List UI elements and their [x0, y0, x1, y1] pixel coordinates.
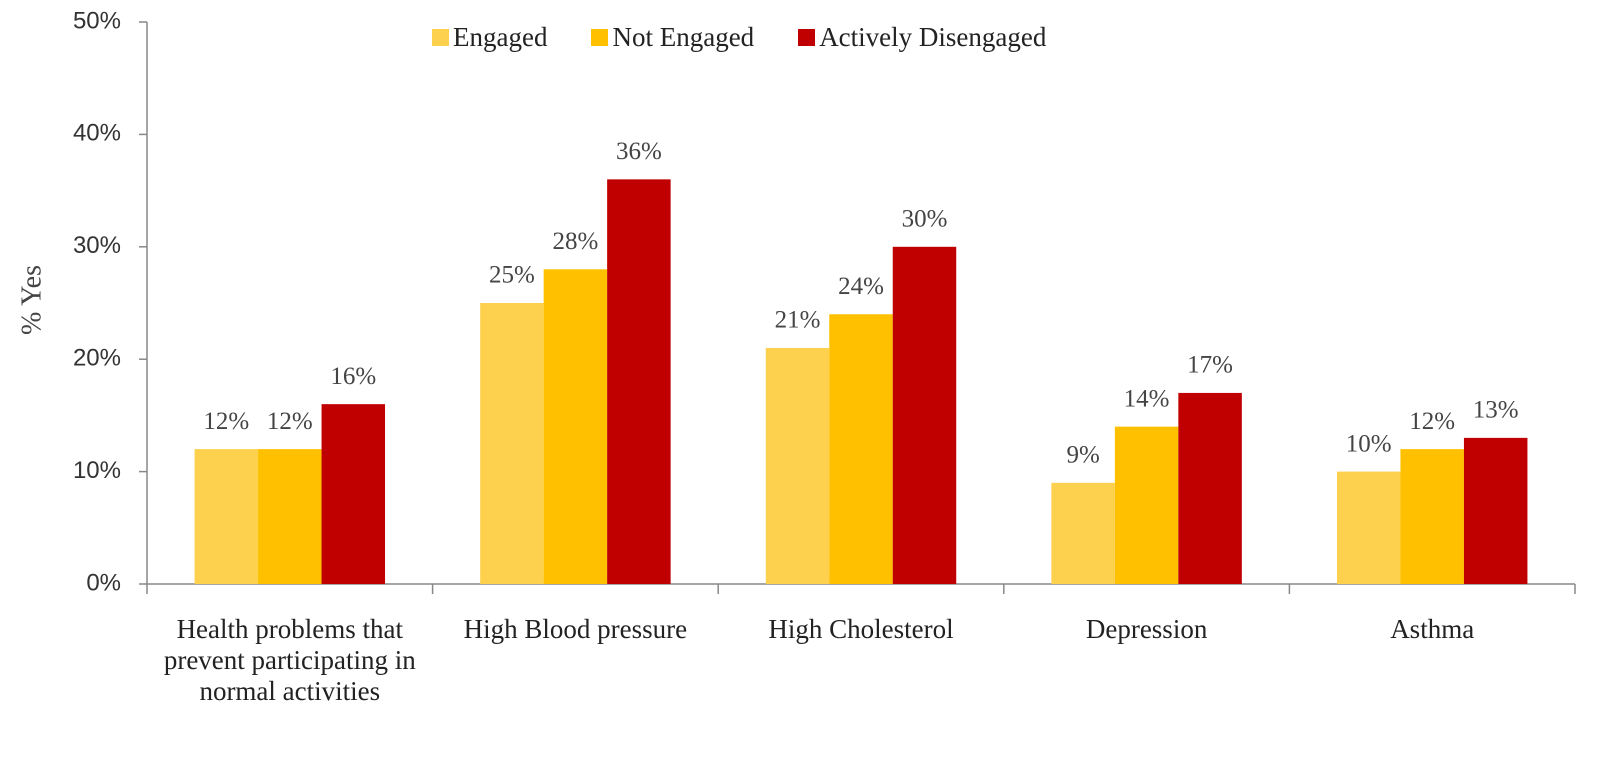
data-label: 16%: [330, 363, 376, 390]
bar: [1463, 437, 1528, 584]
y-tick-label: 10%: [73, 457, 121, 484]
bar: [829, 314, 893, 584]
data-label: 17%: [1187, 352, 1233, 379]
data-label: 12%: [203, 408, 249, 435]
bar: [258, 449, 322, 584]
data-label: 25%: [489, 262, 535, 289]
bar: [1178, 392, 1242, 584]
bar: [480, 303, 544, 584]
legend-swatch: [432, 29, 449, 46]
bar: [1336, 471, 1401, 584]
legend-item: Actively Disengaged: [798, 22, 1046, 53]
bar: [1051, 482, 1115, 584]
data-label: 13%: [1473, 397, 1519, 424]
y-tick-label: 50%: [73, 7, 121, 34]
bar: [892, 246, 957, 585]
bar: [1400, 449, 1464, 584]
legend-item: Not Engaged: [591, 22, 754, 53]
x-tick-label: High Blood pressure: [463, 614, 688, 644]
x-tick-label: High Cholesterol: [768, 614, 954, 644]
data-label: 12%: [1409, 408, 1455, 435]
y-tick-label: 40%: [73, 120, 121, 147]
legend-label: Not Engaged: [612, 22, 755, 52]
legend: Engaged Not Engaged Actively Disengaged: [432, 22, 1046, 53]
legend-item: Engaged: [432, 22, 547, 53]
data-label: 21%: [775, 307, 821, 334]
data-label: 10%: [1346, 430, 1392, 457]
y-axis-label: % Yes: [16, 265, 47, 335]
data-label: 9%: [1066, 442, 1099, 469]
data-label: 36%: [616, 138, 662, 165]
y-tick-label: 0%: [86, 569, 121, 596]
bar: [765, 347, 830, 584]
data-label: 30%: [902, 206, 948, 233]
data-label: 28%: [552, 228, 598, 255]
bar: [607, 179, 671, 585]
bar: [543, 269, 608, 584]
x-tick-label: Health problems that prevent participati…: [163, 614, 416, 706]
legend-swatch: [798, 29, 816, 46]
x-tick-label: Depression: [1085, 614, 1208, 644]
x-tick-label: Asthma: [1390, 614, 1475, 644]
data-label: 14%: [1124, 385, 1170, 412]
legend-swatch: [591, 29, 609, 46]
y-tick-label: 20%: [73, 345, 121, 372]
bar: [321, 404, 386, 584]
bar: [194, 449, 259, 584]
y-tick-label: 30%: [73, 232, 121, 259]
data-label: 24%: [838, 273, 884, 300]
data-label: 12%: [267, 408, 313, 435]
legend-label: Engaged: [453, 22, 548, 52]
bar: [1114, 426, 1179, 584]
legend-label: Actively Disengaged: [819, 22, 1047, 52]
